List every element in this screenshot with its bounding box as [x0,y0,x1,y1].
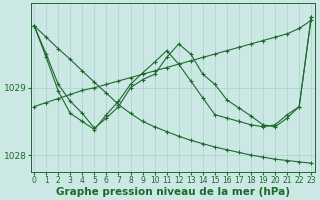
X-axis label: Graphe pression niveau de la mer (hPa): Graphe pression niveau de la mer (hPa) [56,187,290,197]
